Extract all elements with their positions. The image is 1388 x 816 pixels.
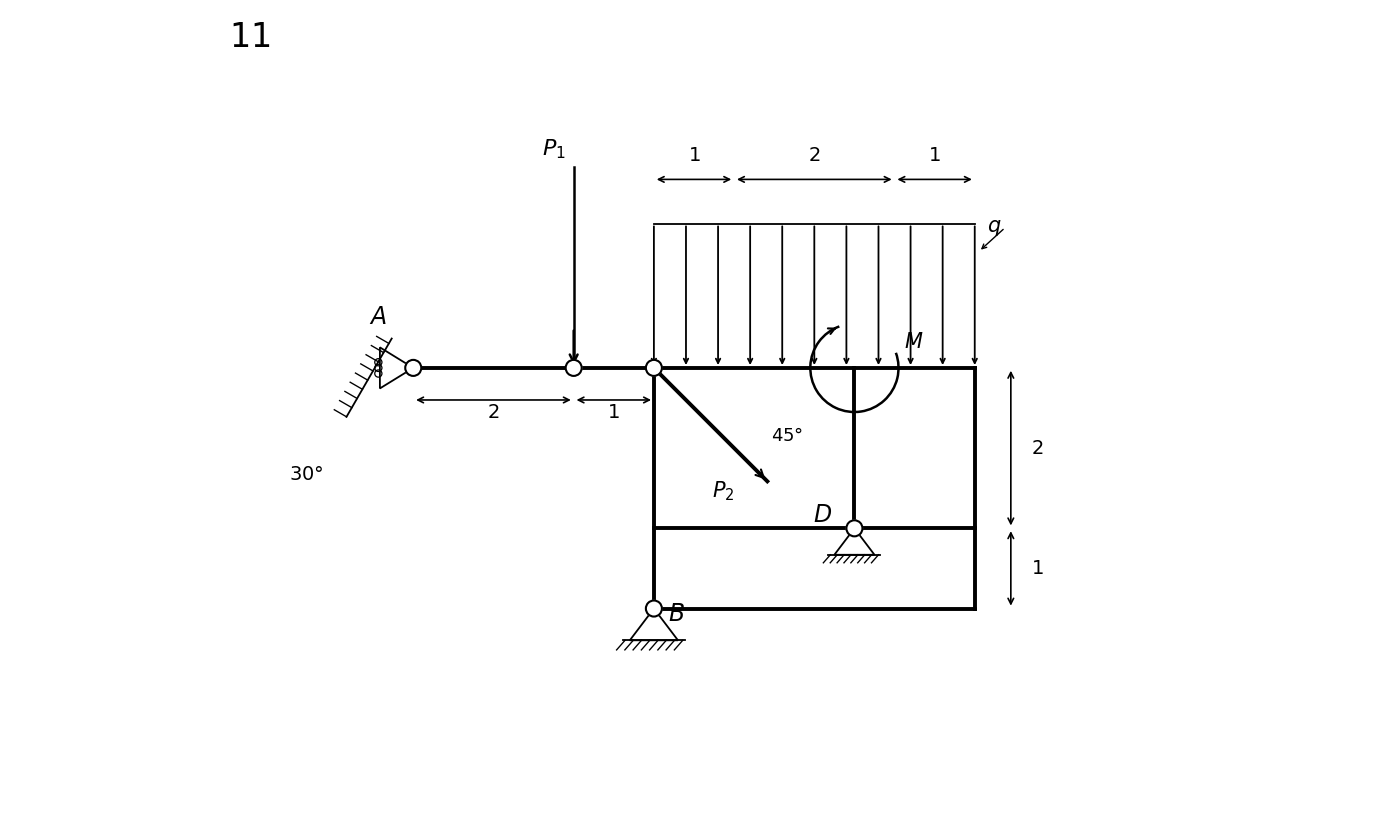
Circle shape [645, 601, 662, 617]
Text: $2$: $2$ [808, 146, 820, 165]
Circle shape [645, 360, 662, 376]
Text: $1$: $1$ [608, 403, 620, 423]
Text: $D$: $D$ [813, 503, 831, 527]
Text: $P_1$: $P_1$ [541, 137, 565, 161]
Text: $M$: $M$ [904, 332, 923, 352]
Text: $2$: $2$ [1031, 439, 1044, 458]
Circle shape [405, 360, 422, 376]
Text: $45°$: $45°$ [772, 428, 804, 446]
Circle shape [566, 360, 582, 376]
Text: $P_2$: $P_2$ [712, 479, 734, 503]
Text: $A$: $A$ [369, 305, 387, 329]
Text: $1$: $1$ [929, 146, 941, 165]
Text: $1$: $1$ [1031, 559, 1044, 578]
Text: $\mathit{11}$: $\mathit{11}$ [229, 21, 271, 54]
Text: $B$: $B$ [669, 601, 686, 626]
Text: $2$: $2$ [487, 403, 500, 423]
Text: $q$: $q$ [987, 218, 1001, 237]
Text: $1$: $1$ [687, 146, 701, 165]
Text: $30°$: $30°$ [289, 465, 323, 484]
Circle shape [847, 521, 862, 536]
